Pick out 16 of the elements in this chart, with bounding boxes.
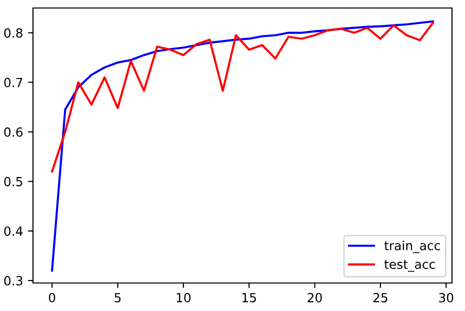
x-tick-label: 5 — [114, 293, 121, 302]
y-tick-label: 0.4 — [4, 226, 23, 236]
x-tick-label: 30 — [439, 292, 454, 302]
line-series — [51, 22, 434, 173]
x-tick-label: 20 — [308, 292, 322, 302]
x-tick-label: 25 — [373, 292, 388, 302]
y-tick-label: 0.7 — [4, 78, 22, 88]
y-tick-label: 0.5 — [4, 176, 22, 186]
y-tick-label: 0.6 — [4, 127, 22, 137]
y-tick-label: 0.3 — [4, 276, 22, 286]
x-tick-label: 15 — [242, 293, 256, 302]
y-tick-label: 0.8 — [4, 28, 22, 38]
legend-label: train_acc — [384, 240, 440, 254]
x-tick-label: 0 — [48, 292, 56, 302]
x-tick-label: 10 — [176, 292, 191, 302]
legend-label: test_acc — [384, 260, 435, 272]
